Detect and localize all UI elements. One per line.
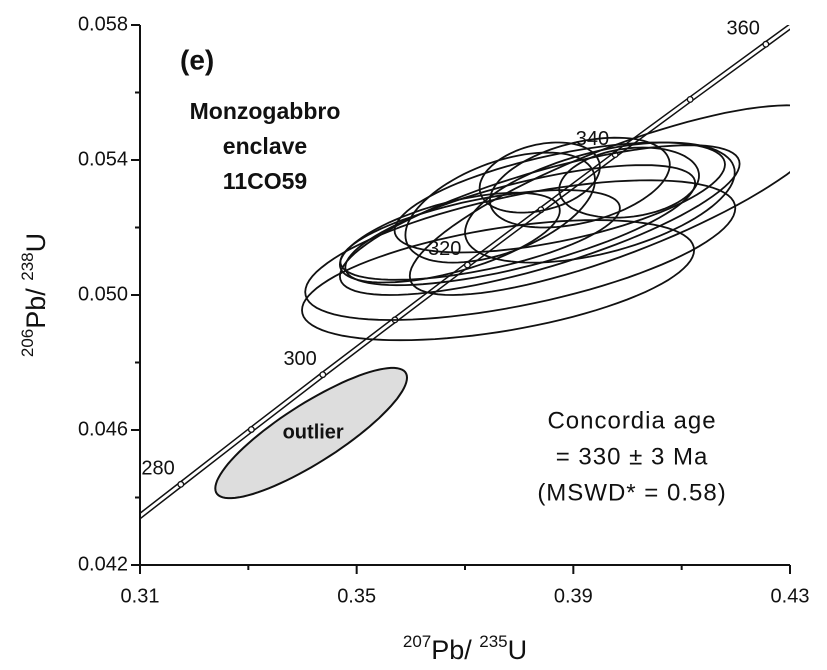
error-ellipse: [464, 141, 736, 264]
y-tick-label: 0.054: [78, 148, 128, 170]
age-note: = 330 ± 3 Ma: [556, 443, 709, 470]
x-tick-label: 0.39: [554, 585, 593, 607]
outlier-label: outlier: [283, 421, 344, 443]
age-label: 360: [726, 18, 759, 40]
error-ellipse: [558, 146, 700, 219]
y-axis-label: 206Pb/ 238U: [18, 233, 51, 357]
age-marker: [247, 426, 255, 433]
concordia-line: [140, 28, 790, 520]
x-tick-label: 0.43: [771, 585, 810, 607]
error-ellipse: [488, 136, 671, 229]
age-label: 340: [576, 128, 609, 150]
error-ellipse: [408, 104, 790, 296]
age-note: (MSWD* = 0.58): [537, 479, 726, 506]
age-marker: [463, 261, 471, 269]
y-tick-label: 0.058: [78, 13, 128, 35]
sample-line: enclave: [223, 133, 307, 159]
age-marker: [177, 480, 185, 488]
age-marker: [686, 95, 694, 103]
error-ellipse: [393, 141, 726, 254]
error-ellipse: [338, 191, 561, 284]
outlier-ellipse: [214, 366, 409, 500]
label-part: U: [21, 233, 51, 253]
error-ellipse: [404, 151, 596, 264]
plot-area: [140, 25, 790, 520]
label-part: 206: [18, 329, 37, 357]
age-label: 320: [428, 238, 461, 260]
y-tick-label: 0.042: [78, 553, 128, 575]
error-ellipse: [338, 144, 741, 296]
x-tick-label: 0.35: [337, 585, 376, 607]
y-tick-label: 0.050: [78, 283, 128, 305]
error-ellipse: [344, 164, 697, 287]
age-marker: [319, 371, 327, 379]
error-ellipse: [478, 141, 601, 214]
panel-label: (e): [180, 44, 214, 75]
age-label: 280: [141, 458, 174, 480]
sample-line: Monzogabbro: [190, 98, 341, 124]
x-tick-label: 0.31: [121, 585, 160, 607]
x-axis-label: 207Pb/ 235U: [403, 632, 527, 665]
label-part: 235: [479, 632, 507, 651]
y-tick-label: 0.046: [78, 418, 128, 440]
label-part: 238: [18, 252, 37, 280]
error-ellipse: [304, 179, 737, 321]
age-note: Concordia age: [547, 407, 716, 434]
age-label: 300: [283, 348, 316, 370]
label-part: Pb/: [431, 635, 479, 665]
age-marker: [762, 40, 770, 48]
label-part: U: [508, 635, 528, 665]
sample-line: 11CO59: [223, 168, 307, 194]
label-part: Pb/: [21, 281, 51, 329]
label-part: 207: [403, 632, 431, 651]
